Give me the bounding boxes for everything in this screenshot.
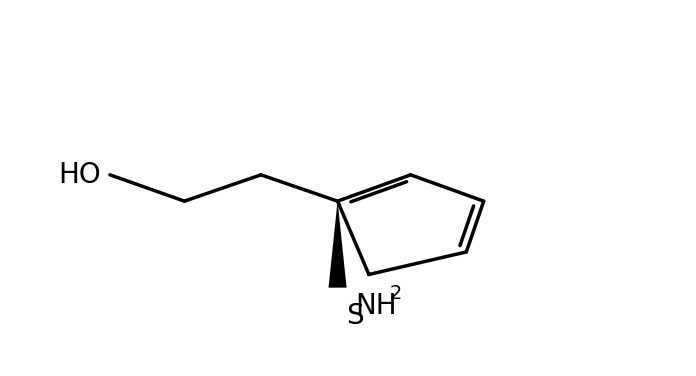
Text: 2: 2 [390,284,402,303]
Text: NH: NH [355,293,397,320]
Text: S: S [346,302,364,330]
Text: HO: HO [58,161,102,189]
Polygon shape [329,201,347,288]
